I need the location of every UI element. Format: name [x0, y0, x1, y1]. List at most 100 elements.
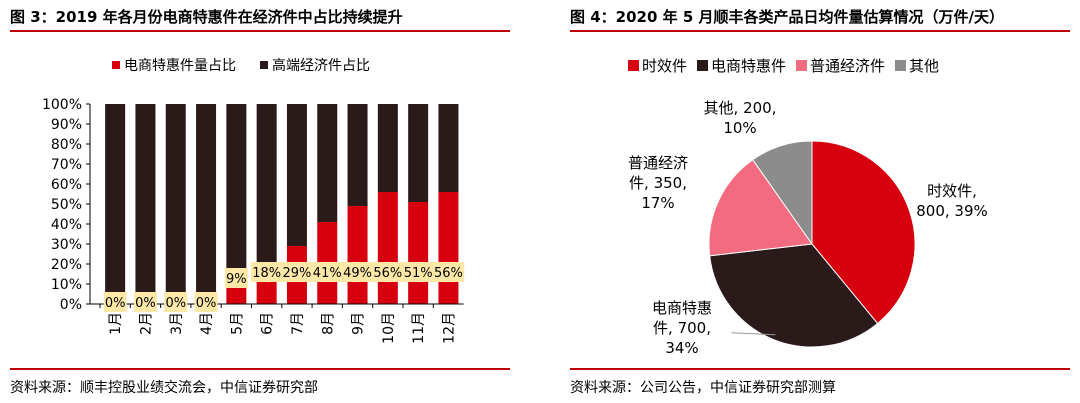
data-label-bg	[164, 292, 188, 312]
data-label-bg	[341, 262, 374, 282]
x-tick-label: 5月	[229, 312, 245, 335]
data-label: 29%	[282, 266, 311, 281]
x-tick-label: 4月	[199, 312, 215, 335]
legend-swatch	[260, 61, 268, 69]
slice-label: 800, 39%	[916, 202, 988, 220]
data-label: 56%	[434, 266, 463, 281]
bar-segment-ecommerce	[226, 286, 247, 304]
x-tick-label: 2月	[138, 312, 154, 335]
legend-label: 高端经济件占比	[272, 57, 370, 74]
data-label-bg	[281, 262, 313, 282]
pie-slice	[811, 140, 916, 325]
data-label: 51%	[404, 266, 433, 281]
bar-segment-ecommerce	[438, 192, 459, 304]
data-label: 56%	[373, 266, 402, 281]
left-figure: 图 3：2019 年各月份电商特惠件在经济件中占比持续提升 电商特惠件量占比 高端…	[0, 0, 520, 403]
data-label: 41%	[313, 266, 342, 281]
data-label: 9%	[226, 272, 247, 287]
legend-swatch	[697, 60, 708, 71]
figure-3-source: 资料来源：顺丰控股业绩交流会，中信证券研究部	[10, 380, 318, 396]
leader-line	[731, 332, 776, 336]
legend-label: 电商特惠件	[711, 57, 786, 75]
slice-label: 件, 350,	[629, 174, 687, 192]
x-tick-label: 3月	[169, 312, 185, 335]
legend-swatch	[628, 60, 639, 71]
y-tick-label: 80%	[51, 137, 82, 153]
x-tick-label: 12月	[441, 312, 457, 344]
y-tick-label: 0%	[60, 297, 82, 313]
title-rule	[10, 30, 510, 32]
bar-segment-high-end	[347, 104, 368, 206]
slice-label: 34%	[665, 339, 698, 357]
data-label: 0%	[135, 296, 156, 311]
y-tick-label: 90%	[51, 117, 82, 133]
bar-segment-high-end	[226, 104, 247, 286]
slice-label: 时效件,	[927, 182, 977, 200]
legend-swatch	[895, 60, 906, 71]
bar-segment-ecommerce	[347, 206, 368, 304]
y-tick-label: 20%	[51, 257, 82, 273]
figure-4-title: 图 4：2020 年 5 月顺丰各类产品日均件量估算情况（万件/天）	[570, 8, 1004, 26]
y-tick-label: 70%	[51, 157, 82, 173]
data-label-bg	[432, 262, 465, 282]
x-tick-label: 8月	[320, 312, 336, 335]
x-tick-label: 1月	[108, 312, 124, 335]
bar-segment-high-end	[135, 104, 156, 304]
legend-label: 电商特惠件量占比	[124, 58, 236, 74]
data-label-bg	[194, 292, 218, 312]
bar-segment-high-end	[438, 104, 459, 192]
y-tick-label: 40%	[51, 217, 82, 233]
data-label-bg	[402, 262, 434, 282]
bar-segment-high-end	[286, 104, 307, 246]
figure-3-title: 图 3：2019 年各月份电商特惠件在经济件中占比持续提升	[10, 8, 403, 26]
data-label-bg	[311, 262, 343, 282]
bar-segment-high-end	[105, 104, 126, 304]
data-label-bg	[103, 292, 127, 312]
pie-slice	[752, 140, 813, 246]
y-tick-label: 10%	[51, 277, 82, 293]
bar-segment-high-end	[408, 104, 429, 202]
x-tick-label: 7月	[290, 312, 306, 335]
bar-segment-high-end	[377, 104, 398, 192]
pie-slice	[708, 159, 813, 257]
figure-4-source: 资料来源：公司公告，中信证券研究部测算	[570, 380, 836, 396]
data-label: 0%	[105, 296, 126, 311]
data-label-bg	[372, 262, 404, 282]
source-rule	[10, 368, 510, 370]
pie-slice	[709, 243, 879, 348]
bar-segment-ecommerce	[408, 202, 429, 304]
right-figure: 图 4：2020 年 5 月顺丰各类产品日均件量估算情况（万件/天） 时效件电商…	[560, 0, 1080, 403]
bar-segment-ecommerce	[377, 192, 398, 304]
legend-label: 其他	[909, 57, 939, 75]
slice-label: 普通经济	[628, 154, 688, 172]
x-tick-label: 9月	[351, 312, 367, 335]
x-tick-label: 10月	[381, 312, 397, 344]
legend-label: 普通经济件	[810, 57, 885, 75]
monthly-share-bar-chart: 电商特惠件量占比 高端经济件占比 0% 10% 20% 30% 40% 50% 60% 70% 80…	[42, 57, 465, 344]
data-label: 49%	[343, 266, 372, 281]
title-rule	[570, 30, 1070, 32]
slice-label: 10%	[723, 119, 756, 137]
y-tick-label: 50%	[51, 197, 82, 213]
slice-label: 电商特惠	[652, 299, 712, 317]
y-tick-label: 30%	[51, 237, 82, 253]
bar-segment-high-end	[165, 104, 186, 304]
legend-label: 时效件	[642, 57, 687, 75]
data-label: 0%	[196, 296, 217, 311]
slice-label: 17%	[641, 194, 674, 212]
slice-label: 其他, 200,	[704, 99, 777, 117]
x-tick-label: 6月	[260, 312, 276, 335]
bar-segment-high-end	[317, 104, 338, 222]
data-label-bg	[250, 262, 283, 282]
bar-segment-high-end	[256, 104, 277, 268]
source-rule	[570, 368, 1070, 370]
legend-swatch	[112, 61, 120, 69]
x-tick-label: 11月	[411, 312, 427, 344]
slice-label: 件, 700,	[653, 319, 711, 337]
data-label: 0%	[165, 296, 186, 311]
bar-segment-high-end	[196, 104, 217, 304]
legend-swatch	[796, 60, 807, 71]
data-label: 18%	[252, 266, 281, 281]
y-tick-label: 100%	[42, 97, 82, 113]
